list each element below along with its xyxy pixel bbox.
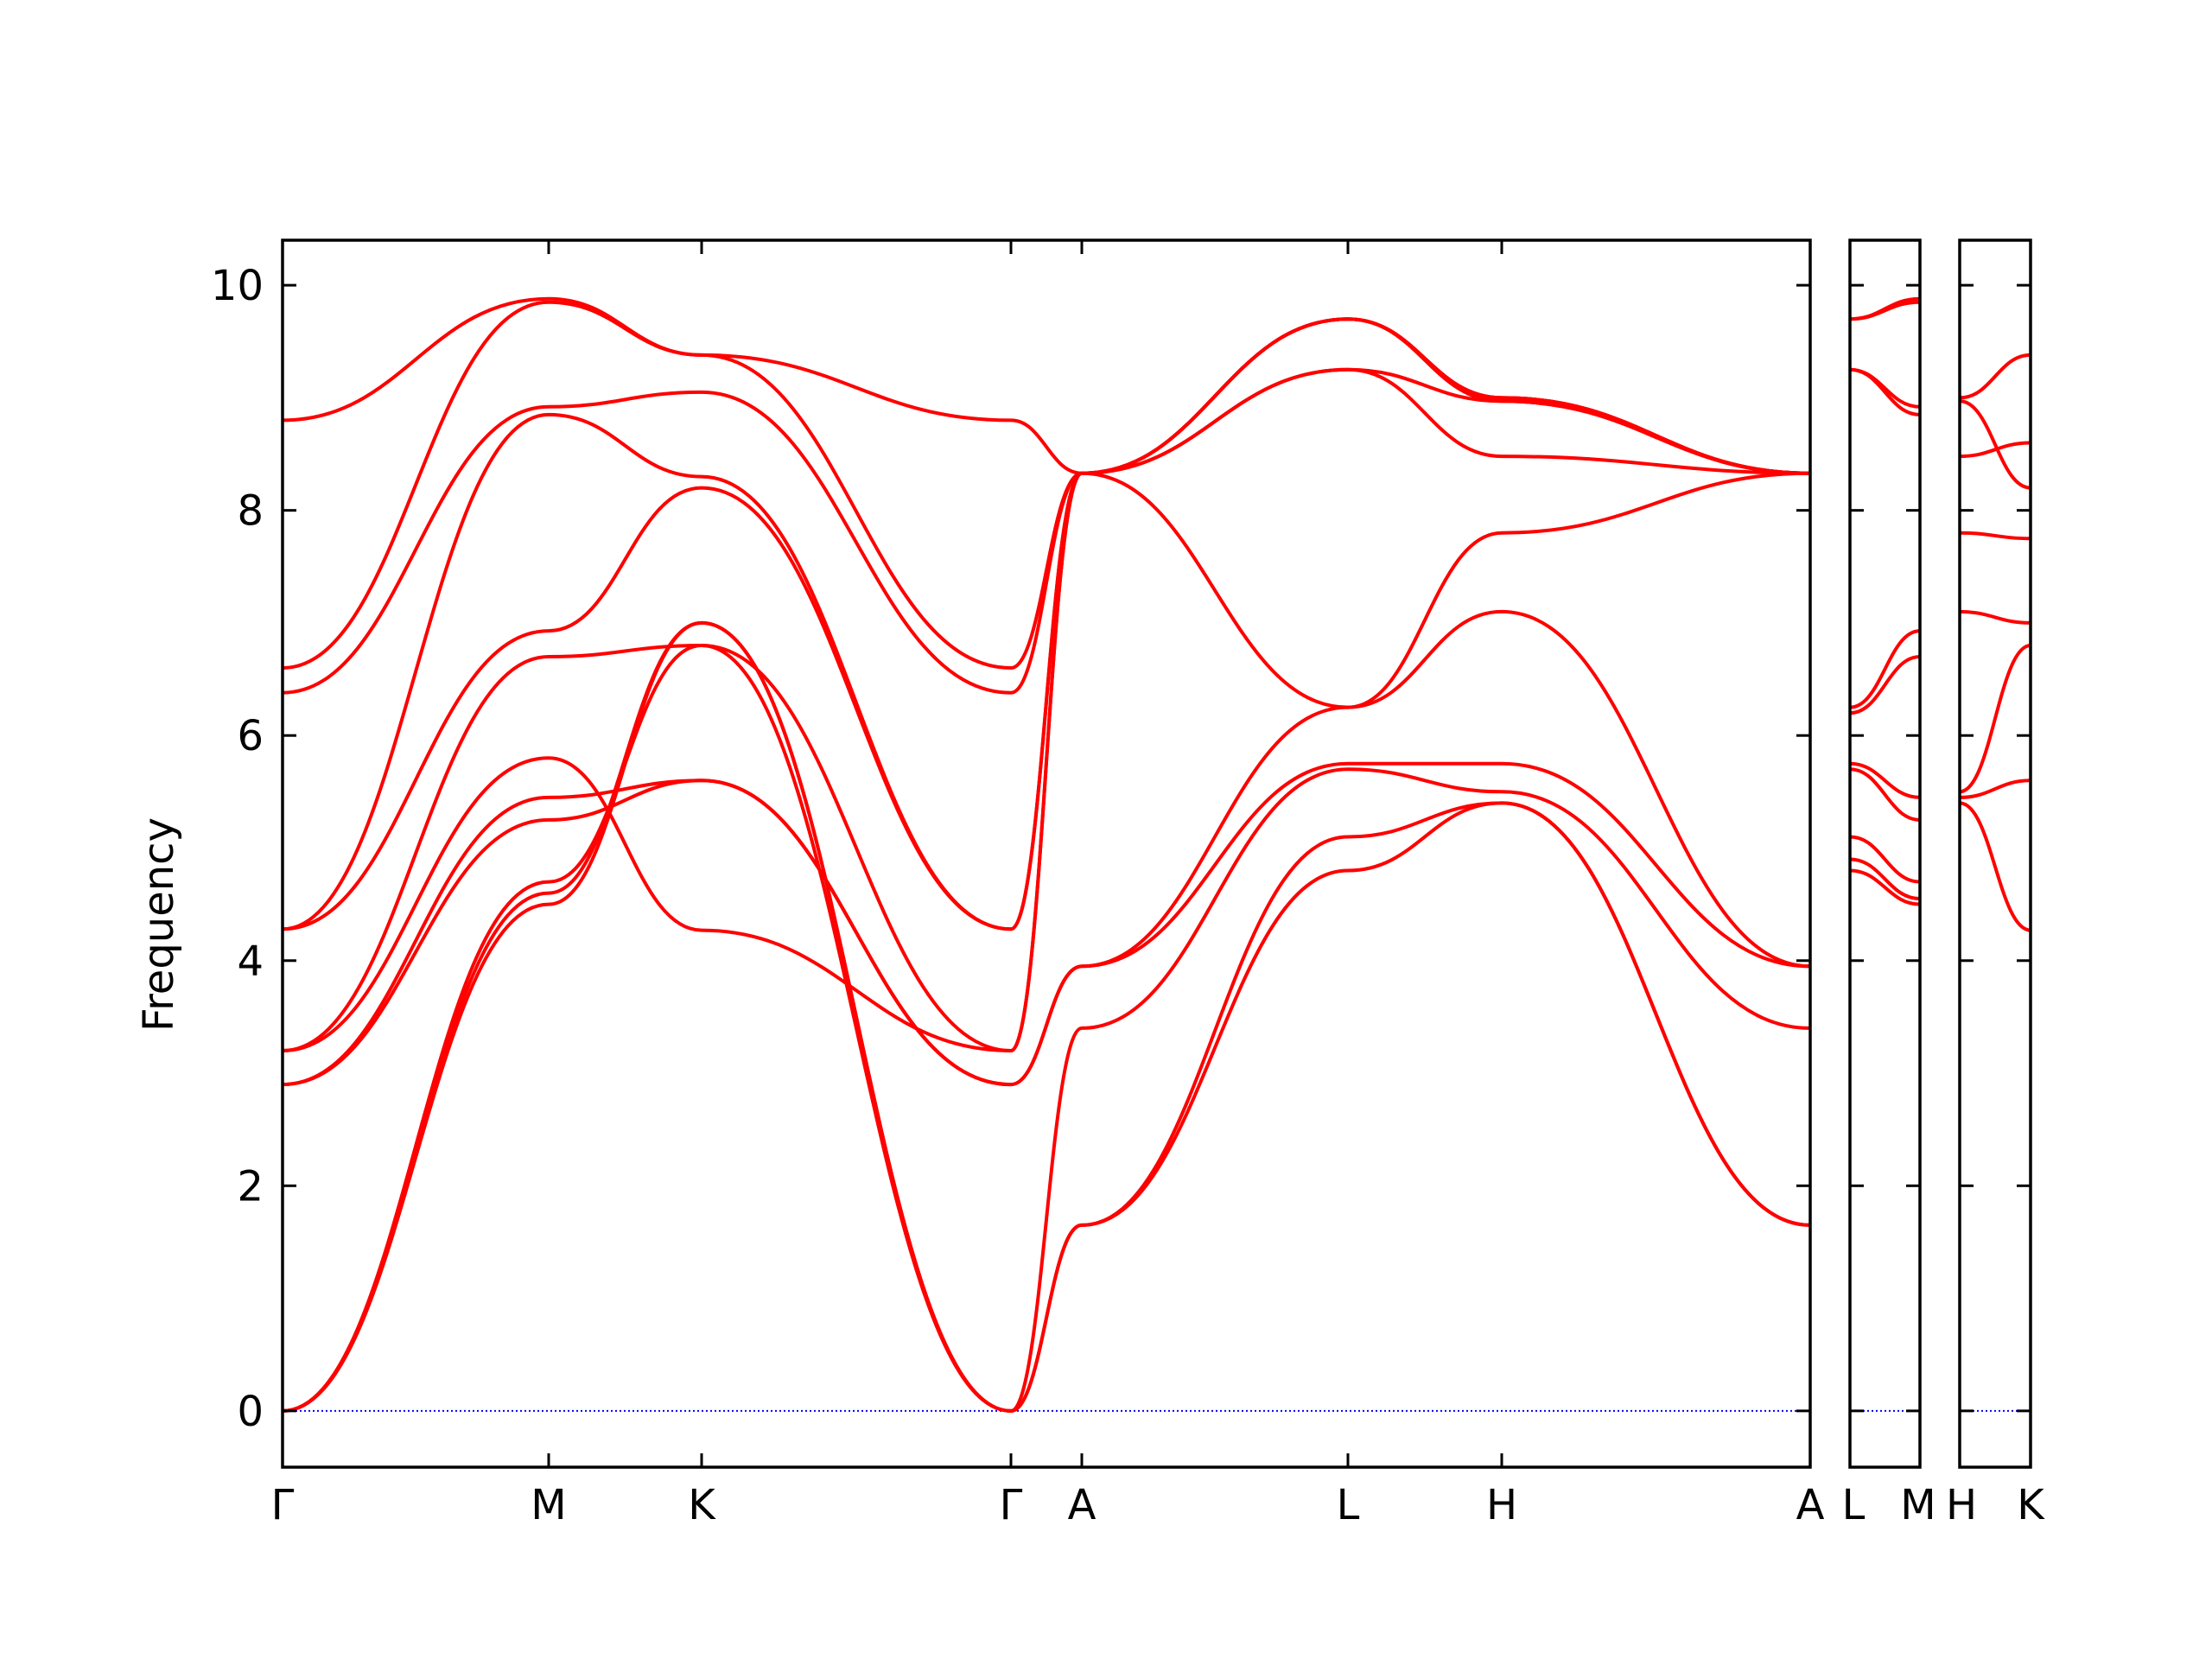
- band-line-panel-3-1: [1959, 801, 2031, 932]
- band-line-panel-2-4: [1849, 767, 1921, 822]
- panel-frame-1: [281, 238, 1812, 1469]
- y-tick-label-4: 8: [237, 487, 264, 536]
- band-line-panel-2-8: [1849, 367, 1921, 416]
- band-line-panel-1-5: [282, 609, 1811, 1087]
- band-line-panel-3-5: [1959, 531, 2031, 541]
- band-line-panel-1-8: [282, 367, 1811, 931]
- y-tick-label-5: 10: [211, 262, 264, 310]
- panel-frame-2: [1848, 238, 1922, 1469]
- band-line-panel-3-6: [1959, 441, 2031, 459]
- y-tick-label-0: 0: [237, 1388, 264, 1436]
- band-line-panel-3-2: [1959, 779, 2031, 799]
- x-tick-label-panel-1-5: L: [1337, 1481, 1360, 1529]
- band-line-panel-3-3: [1959, 644, 2031, 794]
- band-line-panel-1-11: [282, 300, 1811, 670]
- x-tick-label-panel-1-6: H: [1486, 1481, 1517, 1529]
- y-tick-label-3: 6: [237, 712, 264, 760]
- band-line-panel-2-7: [1849, 629, 1921, 709]
- band-line-panel-3-7: [1959, 399, 2031, 490]
- band-line-panel-1-3: [282, 644, 1811, 1413]
- tick-marks-layer: [283, 240, 2031, 1467]
- band-line-panel-3-8: [1959, 353, 2031, 400]
- band-line-panel-2-11: [1849, 296, 1921, 321]
- band-line-panel-1-10: [282, 317, 1811, 695]
- band-line-panel-2-6: [1849, 655, 1921, 715]
- x-tick-label-panel-2-0: L: [1842, 1481, 1866, 1529]
- x-tick-label-panel-1-4: A: [1068, 1481, 1096, 1529]
- band-lines-layer: [282, 296, 2031, 1413]
- band-line-panel-1-9: [282, 317, 1811, 931]
- y-axis-label: Frequency: [135, 817, 183, 1032]
- x-tick-label-panel-3-1: K: [2017, 1481, 2045, 1529]
- band-line-panel-2-2: [1849, 857, 1921, 901]
- band-line-panel-1-7: [282, 367, 1811, 1052]
- x-tick-label-panel-1-3: Γ: [1000, 1481, 1023, 1529]
- y-tick-label-1: 2: [237, 1162, 264, 1211]
- x-tick-label-panel-1-7: A: [1796, 1481, 1825, 1529]
- band-line-panel-1-12: [282, 296, 1811, 475]
- x-tick-label-panel-1-0: Γ: [271, 1481, 295, 1529]
- x-tick-label-panel-1-2: K: [688, 1481, 716, 1529]
- band-line-panel-2-9: [1849, 367, 1921, 409]
- band-line-panel-2-5: [1849, 761, 1921, 799]
- panel-frames-layer: [281, 238, 2032, 1469]
- y-tick-label-2: 4: [237, 938, 264, 986]
- panel-frame-3: [1958, 238, 2032, 1469]
- x-tick-label-panel-2-1: M: [1900, 1481, 1936, 1529]
- x-tick-label-panel-1-1: M: [531, 1481, 566, 1529]
- band-line-panel-2-1: [1849, 868, 1921, 906]
- band-line-panel-2-3: [1849, 835, 1921, 884]
- band-line-panel-3-4: [1959, 609, 2031, 625]
- x-tick-label-panel-3-0: H: [1946, 1481, 1977, 1529]
